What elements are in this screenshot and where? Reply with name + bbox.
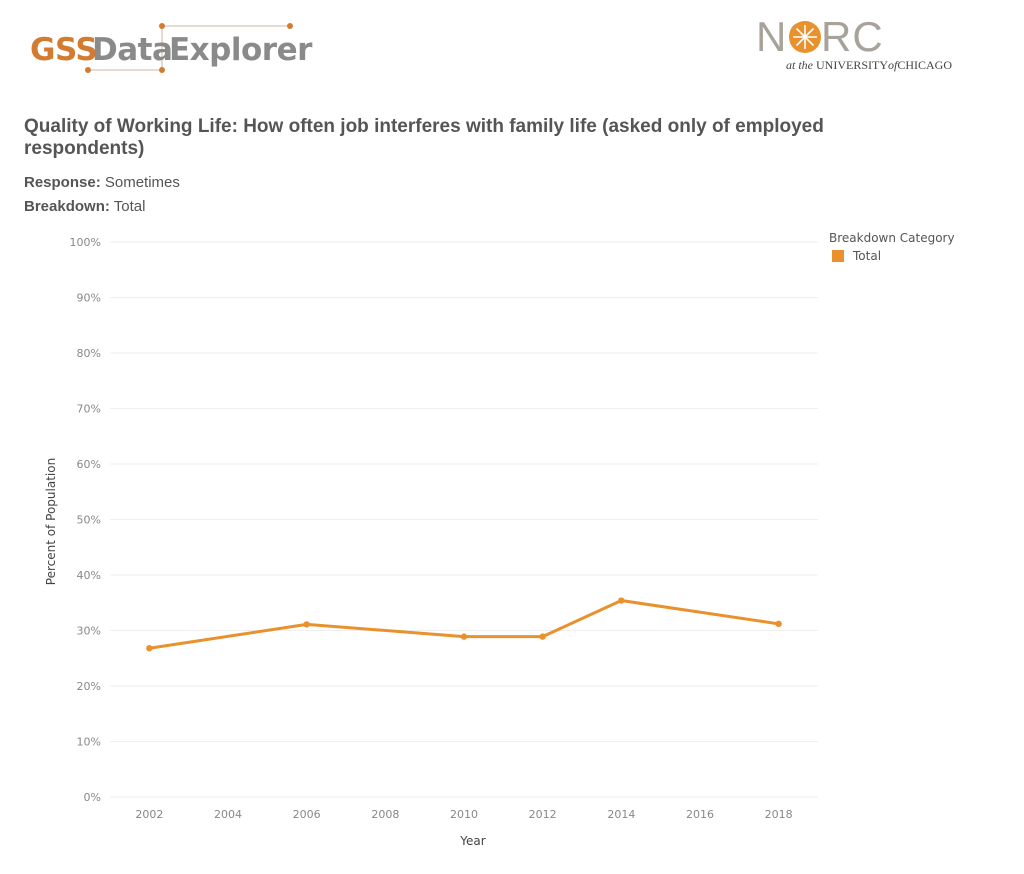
gss-logo-graphic	[85, 23, 293, 73]
data-point[interactable]	[460, 633, 468, 640]
y-tick-label: 40%	[77, 569, 101, 582]
legend-item-label: Total	[853, 249, 882, 263]
y-axis-title: Percent of Population	[44, 458, 58, 585]
y-tick-label: 60%	[77, 458, 101, 471]
y-tick-label: 30%	[77, 625, 101, 638]
x-tick-label: 2008	[371, 808, 399, 821]
series-line-total	[147, 599, 781, 650]
y-tick-label: 20%	[77, 680, 101, 693]
gss-data-explorer-logo: GSS Data Explorer	[26, 20, 312, 76]
x-tick-label: 2012	[529, 808, 557, 821]
y-tick-label: 70%	[77, 403, 101, 416]
response-value: Sometimes	[104, 174, 180, 191]
gss-logo-word-gss: GSS	[30, 32, 98, 68]
legend-item-total[interactable]: Total	[829, 249, 955, 263]
data-point[interactable]	[539, 633, 546, 640]
y-tick-label: 90%	[77, 292, 101, 305]
y-tick-label: 10%	[77, 736, 101, 749]
chart-title: Quality of Working Life: How often job i…	[24, 116, 824, 159]
response-label: Response:	[24, 174, 101, 191]
legend-swatch	[832, 250, 844, 262]
breakdown-label: Breakdown:	[24, 198, 110, 215]
breakdown-value: Total	[113, 198, 146, 215]
response-line: Response: Sometimes	[24, 174, 180, 191]
data-point[interactable]	[775, 620, 782, 628]
x-tick-label: 2014	[607, 808, 635, 821]
chart-legend: Breakdown Category Total	[829, 231, 955, 263]
x-tick-label: 2016	[686, 808, 714, 821]
norc-starburst-icon	[789, 21, 821, 53]
norc-logo: NORC at the UNIVERSITYofCHICAGO	[756, 16, 976, 76]
breakdown-line: Breakdown: Total	[24, 198, 145, 215]
data-point[interactable]	[146, 645, 153, 652]
x-axis-title: Year	[459, 834, 485, 848]
y-tick-label: 50%	[77, 514, 101, 527]
data-point[interactable]	[618, 597, 625, 604]
norc-logo-subtitle: at the UNIVERSITYofCHICAGO	[786, 58, 953, 72]
x-tick-label: 2018	[765, 808, 793, 821]
x-tick-label: 2004	[214, 808, 242, 821]
x-tick-label: 2002	[135, 808, 163, 821]
legend-title: Breakdown Category	[829, 231, 955, 245]
y-tick-label: 80%	[77, 347, 101, 360]
gss-logo-word-explorer: Explorer	[169, 32, 312, 68]
data-point[interactable]	[303, 621, 310, 628]
gss-logo-word-data: Data	[92, 32, 173, 68]
x-tick-label: 2006	[293, 808, 321, 821]
y-tick-label: 100%	[70, 236, 101, 249]
x-tick-label: 2010	[450, 808, 478, 821]
y-tick-label: 0%	[84, 791, 101, 804]
